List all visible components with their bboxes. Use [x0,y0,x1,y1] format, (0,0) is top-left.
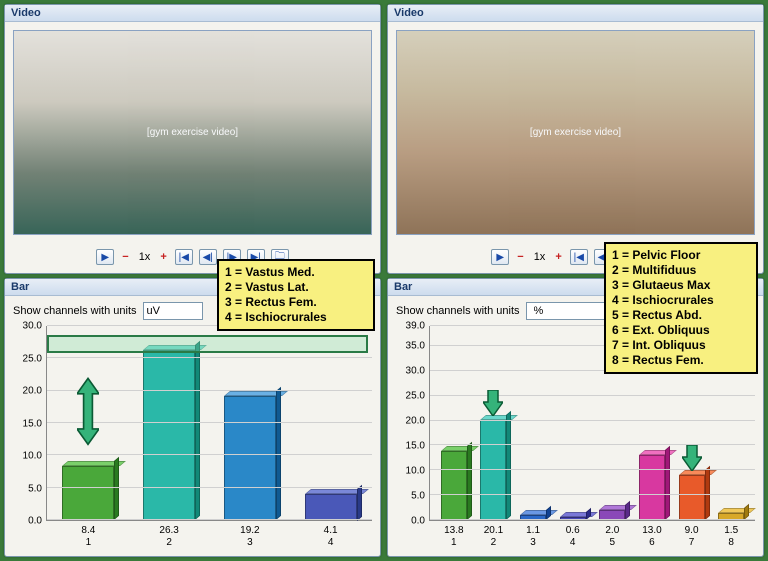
gridline [430,469,755,470]
x-labels: 8.41 26.32 19.23 4.14 [13,521,372,548]
bar-slot [438,326,470,520]
video-title: Video [388,5,763,22]
bar-body-left: Show channels with units 0.0 5.0 10.0 15.0 2… [5,296,380,556]
stepback-button[interactable]: ◀| [199,249,217,265]
video-window-left: Video [gym exercise video] ▶ − 1x + |◀ ◀… [4,4,381,274]
x-label: 19.23 [217,525,284,548]
units-input[interactable] [143,302,203,320]
bar [305,494,357,521]
y-tick: 10.0 [406,466,425,477]
bar-slot [136,326,203,520]
y-tick: 20.0 [406,416,425,427]
legend-line: 5 = Rectus Abd. [612,308,750,323]
x-label: 9.07 [676,525,708,548]
left-column: Video [gym exercise video] ▶ − 1x + |◀ ◀… [4,4,381,557]
bar-slot [517,326,549,520]
show-channels-label: Show channels with units [396,305,520,317]
y-tick: 39.0 [406,321,425,332]
x-label: 13.81 [438,525,470,548]
down-arrow-icon [483,390,503,416]
x-label: 8.41 [55,525,122,548]
bar-slot [557,326,589,520]
gridline [430,494,755,495]
first-button[interactable]: |◀ [570,249,588,265]
y-tick: 0.0 [28,516,42,527]
legend-line: 8 = Rectus Fem. [612,353,750,368]
y-tick: 10.0 [23,451,42,462]
y-axis: 0.05.010.015.020.025.030.0 [13,326,47,521]
legend-line: 2 = Multifiduus [612,263,750,278]
bar [679,475,705,520]
video-window-right: Video [gym exercise video] ▶ − 1x + |◀ ◀… [387,4,764,274]
bar-slot [217,326,284,520]
updown-arrow-icon [77,345,99,478]
video-placeholder: [gym exercise video] [14,31,371,234]
gridline [430,395,755,396]
y-tick: 30.0 [23,321,42,332]
legend-line: 2 = Vastus Lat. [225,280,367,295]
legend-line: 1 = Pelvic Floor [612,248,750,263]
speed-plus[interactable]: + [553,251,563,263]
speed-plus[interactable]: + [158,251,168,263]
y-tick: 15.0 [23,418,42,429]
x-label: 26.32 [136,525,203,548]
speed-minus[interactable]: − [120,251,130,263]
x-label: 1.58 [715,525,747,548]
legend-line: 4 = Ischiocrurales [612,293,750,308]
video-placeholder: [gym exercise video] [397,31,754,234]
y-tick: 5.0 [28,483,42,494]
legend-box-right: 1 = Pelvic Floor2 = Multifiduus3 = Gluta… [604,242,758,374]
gridline [430,444,755,445]
legend-line: 3 = Rectus Fem. [225,295,367,310]
x-label: 13.06 [636,525,668,548]
legend-box-left: 1 = Vastus Med.2 = Vastus Lat.3 = Rectus… [217,259,375,331]
legend-line: 6 = Ext. Obliquus [612,323,750,338]
y-tick: 30.0 [406,366,425,377]
bar-slot [478,326,510,520]
play-button[interactable]: ▶ [96,249,114,265]
speed-minus[interactable]: − [515,251,525,263]
right-column: Video [gym exercise video] ▶ − 1x + |◀ ◀… [387,4,764,557]
gridline [47,487,372,488]
video-title: Video [5,5,380,22]
down-arrow-icon [682,445,702,471]
x-label: 1.13 [517,525,549,548]
legend-line: 7 = Int. Obliquus [612,338,750,353]
show-channels-label: Show channels with units [13,305,137,317]
legend-line: 1 = Vastus Med. [225,265,367,280]
y-tick: 20.0 [23,386,42,397]
x-label: 4.14 [297,525,364,548]
legend-line: 4 = Ischiocrurales [225,310,367,325]
y-axis: 0.05.010.015.020.025.030.035.039.0 [396,326,430,521]
video-frame-left[interactable]: [gym exercise video] [13,30,372,235]
gridline [430,519,755,520]
x-labels: 13.81 20.12 1.13 0.64 2.05 13.06 9.07 1.58 [396,521,755,548]
y-tick: 5.0 [411,491,425,502]
video-frame-right[interactable]: [gym exercise video] [396,30,755,235]
y-tick: 25.0 [23,353,42,364]
speed-label: 1x [137,251,153,263]
gridline [430,420,755,421]
speed-label: 1x [532,251,548,263]
bar [639,455,665,520]
x-label: 0.64 [557,525,589,548]
bar [224,396,276,520]
y-tick: 35.0 [406,341,425,352]
gridline [47,519,372,520]
y-tick: 0.0 [411,516,425,527]
y-tick: 15.0 [406,441,425,452]
chart-area-left: 0.05.010.015.020.025.030.0 [13,326,372,521]
legend-line: 3 = Glutaeus Max [612,278,750,293]
play-button[interactable]: ▶ [491,249,509,265]
x-label: 2.05 [597,525,629,548]
first-button[interactable]: |◀ [175,249,193,265]
bar-slot [297,326,364,520]
y-tick: 25.0 [406,391,425,402]
x-label: 20.12 [478,525,510,548]
bar [441,451,467,520]
bar [143,350,195,520]
